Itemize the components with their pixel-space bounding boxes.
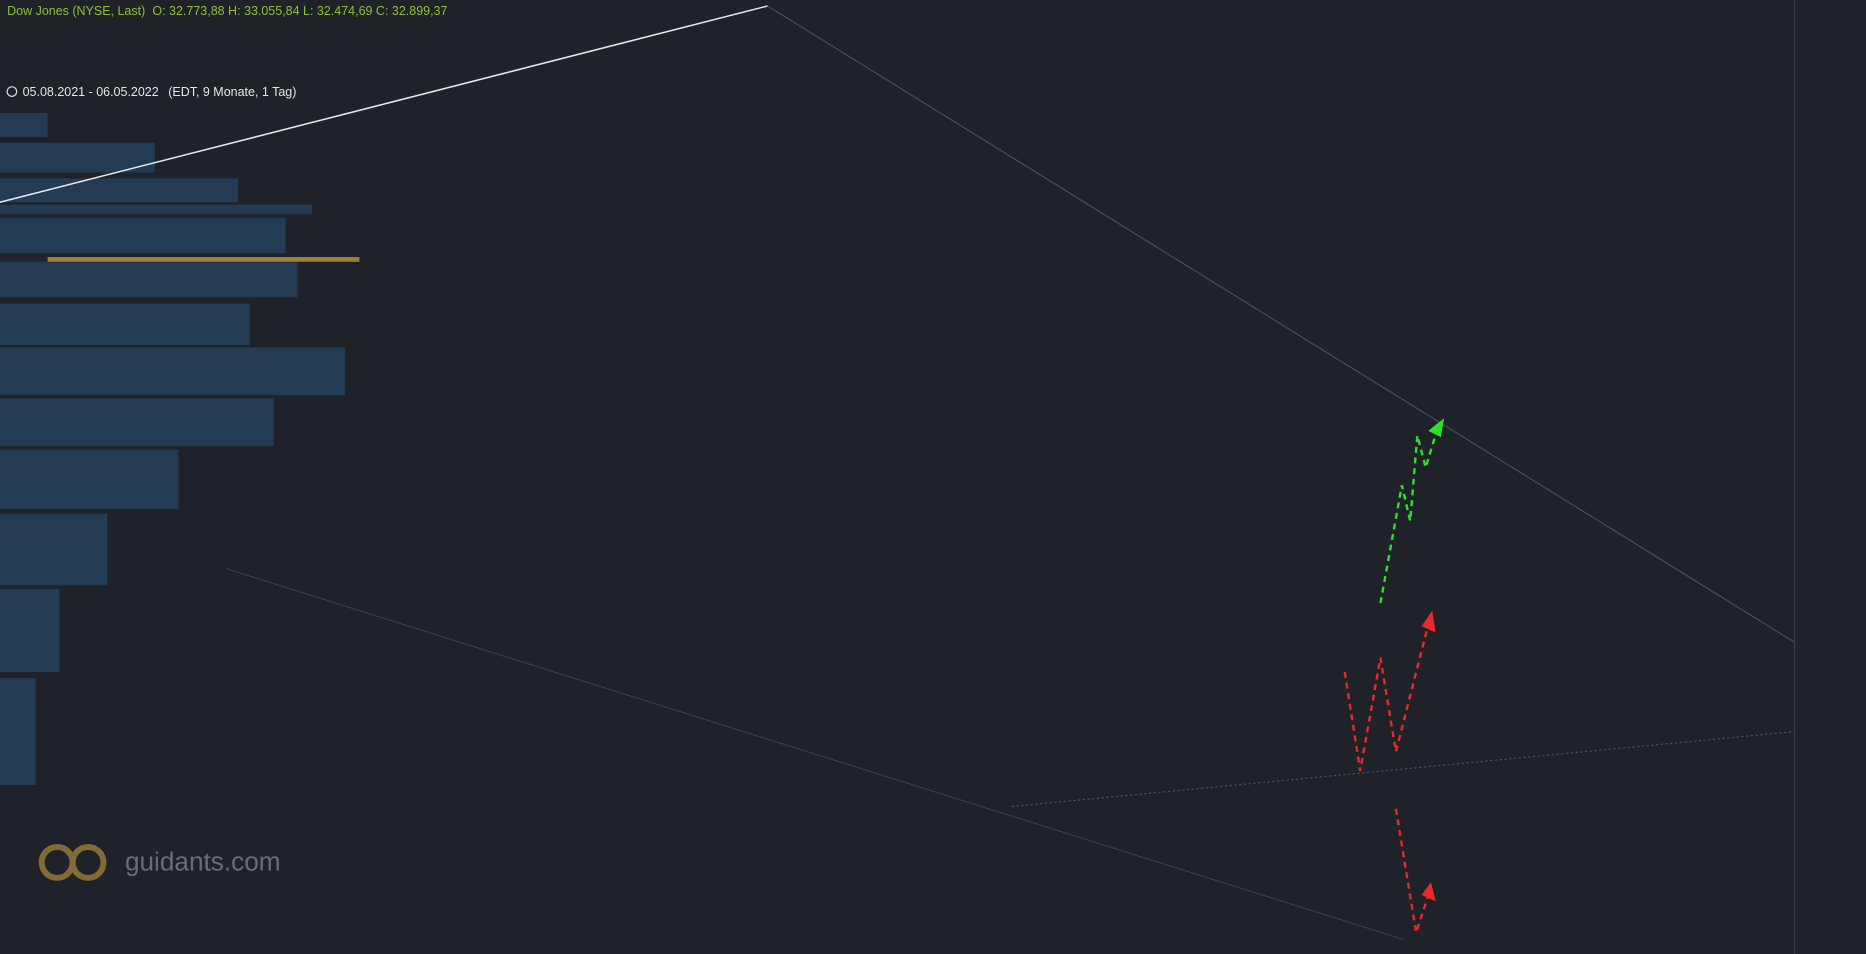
- date-range: 05.08.2021 - 06.05.2022: [23, 85, 159, 99]
- y-axis-panel: [1794, 0, 1866, 954]
- header: Dow Jones (NYSE, Last) O: 32.773,88 H: 33…: [6, 4, 448, 99]
- volume-profile: [0, 113, 346, 786]
- ticker: Dow Jones (NYSE, Last): [7, 4, 145, 18]
- drawings: [0, 5, 1795, 941]
- forecast-arrows: [1343, 418, 1445, 933]
- watermark-text: guidants.com: [125, 847, 281, 877]
- clock-icon: [6, 86, 18, 97]
- ticker-line: Dow Jones (NYSE, Last) O: 32.773,88 H: 33…: [7, 4, 447, 18]
- watermark: guidants.com: [38, 843, 281, 881]
- ohlc: O: 32.773,88 H: 33.055,84 L: 32.474,69 C…: [152, 4, 447, 18]
- date-line: 05.08.2021 - 06.05.2022 (EDT, 9 Monate, 1…: [23, 85, 297, 99]
- range-note: (EDT, 9 Monate, 1 Tag): [168, 85, 296, 99]
